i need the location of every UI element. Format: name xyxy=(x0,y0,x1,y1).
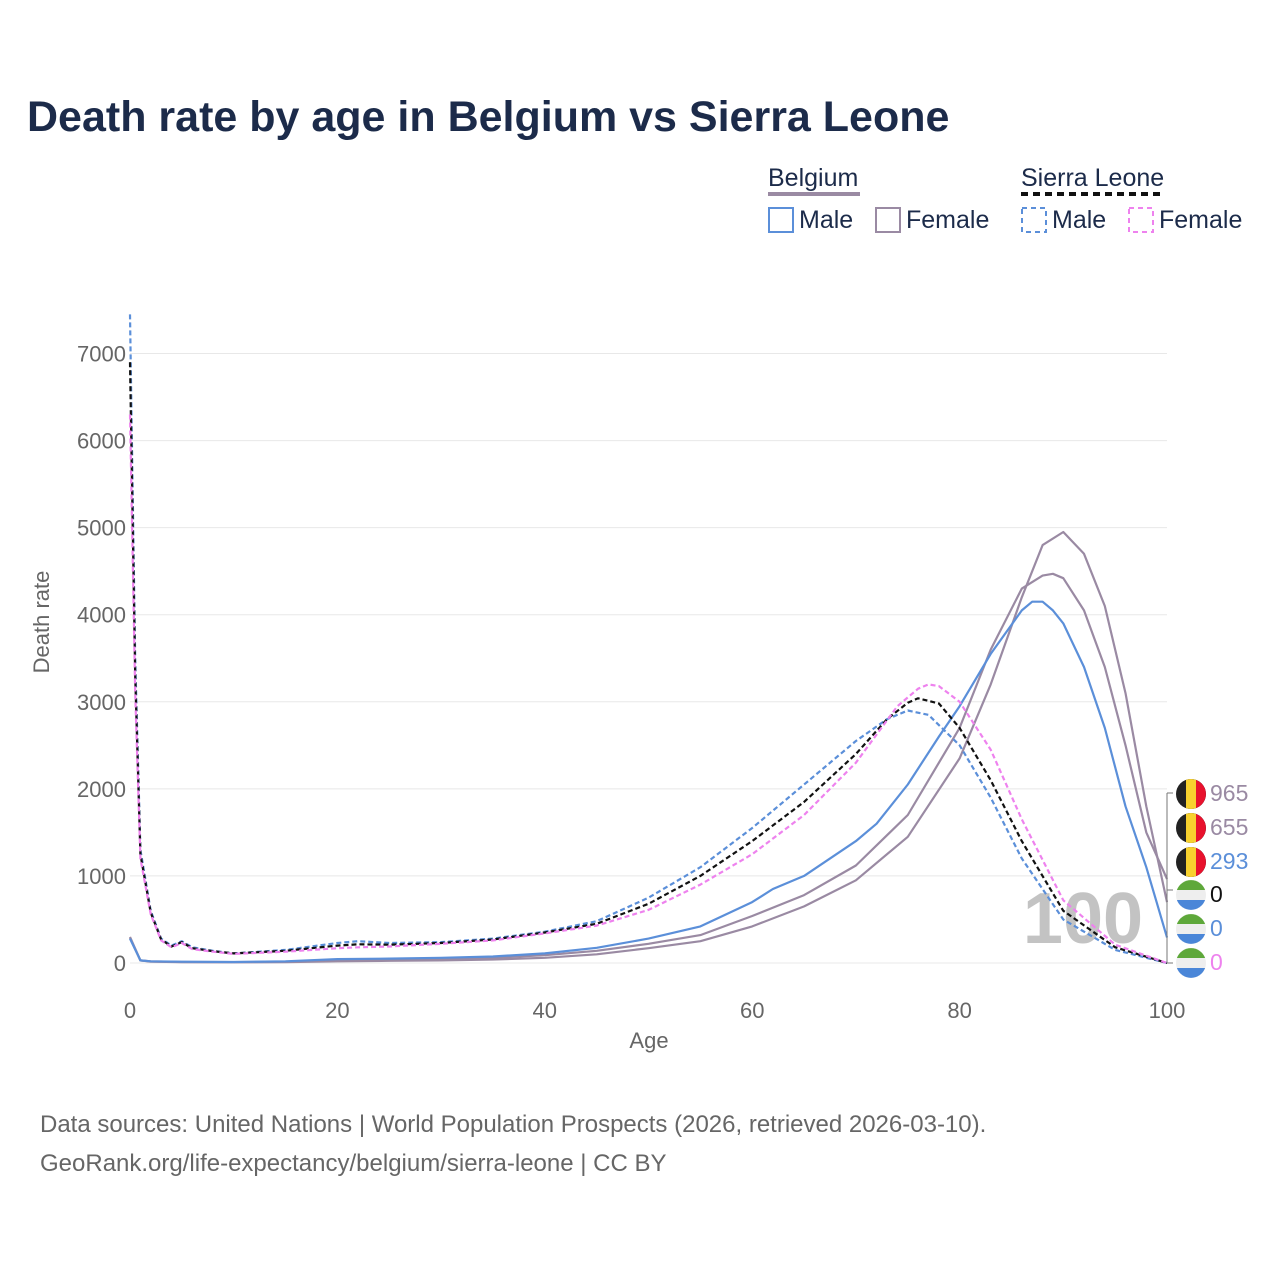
x-tick-label: 40 xyxy=(533,998,557,1023)
legend-belgium-female[interactable]: Female xyxy=(906,206,989,234)
sierra-leone-flag-icon xyxy=(1176,880,1206,910)
x-tick-label: 60 xyxy=(740,998,764,1023)
belgium-flag-icon xyxy=(1176,813,1206,843)
gridlines xyxy=(130,353,1167,964)
end-labels: 965 655 293 0 0 0 xyxy=(1166,779,1248,978)
legend-belgium-male[interactable]: Male xyxy=(799,206,853,234)
end-label-sierra-leone-male: 0 xyxy=(1210,915,1223,941)
x-axis-title: Age xyxy=(629,1028,668,1053)
sierra-leone-flag-icon xyxy=(1176,914,1206,944)
x-tick-label: 20 xyxy=(325,998,349,1023)
legend-sierra-leone-female[interactable]: Female xyxy=(1159,206,1242,234)
legend-group-belgium[interactable]: Belgium xyxy=(768,164,858,192)
x-tick-label: 0 xyxy=(124,998,136,1023)
end-label-belgium-total: 965 xyxy=(1210,780,1248,806)
source-line-2[interactable]: GeoRank.org/life-expectancy/belgium/sier… xyxy=(40,1150,667,1177)
y-tick-label: 1000 xyxy=(77,864,126,889)
end-label-belgium-male: 293 xyxy=(1210,848,1248,874)
legend-sierra-leone-male-swatch[interactable] xyxy=(1021,207,1047,233)
end-label-sierra-leone-female: 0 xyxy=(1210,949,1223,975)
legend: Belgium Male Female Sierra Leone Male Fe… xyxy=(768,164,1242,234)
source-line-1: Data sources: United Nations | World Pop… xyxy=(40,1111,986,1138)
series-lines xyxy=(128,314,1169,965)
chart-title: Death rate by age in Belgium vs Sierra L… xyxy=(27,93,949,141)
legend-sierra-leone-female-swatch[interactable] xyxy=(1128,207,1154,233)
series-belgium-female[interactable] xyxy=(128,530,1169,964)
y-tick-label: 4000 xyxy=(77,603,126,628)
end-label-sierra-leone-total: 0 xyxy=(1210,881,1223,907)
sierra-leone-flag-icon xyxy=(1176,948,1206,978)
belgium-flag-icon xyxy=(1176,847,1206,877)
belgium-flag-icon xyxy=(1176,779,1206,809)
series-belgium-total[interactable] xyxy=(129,572,1169,964)
series-sierra-leone-total[interactable] xyxy=(128,362,1168,965)
y-tick-label: 5000 xyxy=(77,516,126,541)
legend-sierra-leone-male[interactable]: Male xyxy=(1052,206,1106,234)
y-tick-label: 7000 xyxy=(77,342,126,367)
series-sierra-leone-female[interactable] xyxy=(128,414,1168,965)
x-tick-label: 80 xyxy=(947,998,971,1023)
y-axis-ticks: 0 1000 2000 3000 4000 5000 6000 7000 xyxy=(77,342,126,976)
y-tick-label: 6000 xyxy=(77,429,126,454)
legend-belgium-male-swatch[interactable] xyxy=(768,207,794,233)
legend-belgium-female-swatch[interactable] xyxy=(875,207,901,233)
x-axis-ticks: 0 20 40 60 80 100 xyxy=(124,998,1185,1023)
y-tick-label: 0 xyxy=(114,951,126,976)
x-tick-label: 100 xyxy=(1149,998,1186,1023)
y-tick-label: 3000 xyxy=(77,690,126,715)
end-label-belgium-female: 655 xyxy=(1210,814,1248,840)
series-sierra-leone-male[interactable] xyxy=(128,314,1168,965)
y-tick-label: 2000 xyxy=(77,777,126,802)
year-watermark: 100 xyxy=(1023,879,1143,959)
legend-group-sierra-leone[interactable]: Sierra Leone xyxy=(1021,164,1164,192)
y-axis-title: Death rate xyxy=(29,571,54,674)
series-belgium-male[interactable] xyxy=(129,600,1169,964)
